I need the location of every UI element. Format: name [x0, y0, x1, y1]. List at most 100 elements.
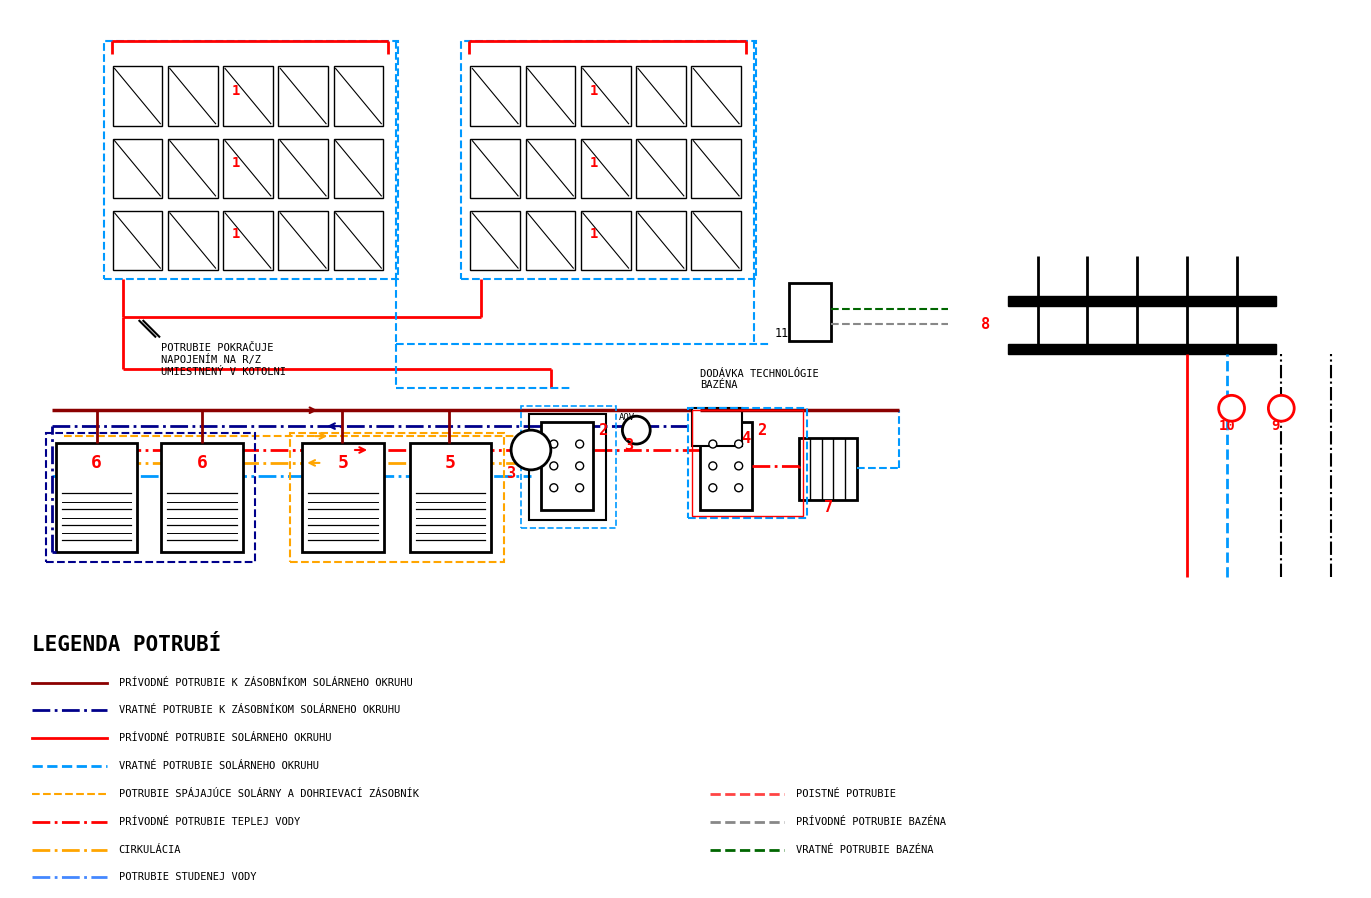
Bar [333, 138, 384, 198]
Circle shape [709, 440, 717, 448]
Bar [525, 66, 576, 126]
Text: 2: 2 [758, 424, 766, 438]
Text: 4: 4 [742, 431, 751, 446]
Circle shape [735, 462, 743, 470]
Text: CIRKULÁCIA: CIRKULÁCIA [118, 844, 181, 855]
Bar [167, 66, 218, 126]
Bar [470, 138, 520, 198]
Circle shape [735, 440, 743, 448]
Bar [521, 406, 617, 527]
Circle shape [735, 484, 743, 492]
Circle shape [550, 462, 558, 470]
Bar [167, 211, 218, 270]
Circle shape [550, 440, 558, 448]
Bar [529, 414, 606, 520]
Bar [1008, 296, 1276, 306]
Bar [47, 433, 255, 562]
Bar [525, 138, 576, 198]
Circle shape [550, 484, 558, 492]
Text: 1: 1 [590, 227, 598, 242]
Bar [104, 40, 398, 279]
Bar [167, 138, 218, 198]
Text: 8: 8 [982, 317, 990, 332]
Bar [581, 138, 631, 198]
Circle shape [709, 462, 717, 470]
Bar [462, 40, 755, 279]
Circle shape [511, 430, 551, 470]
Text: DODÁVKA TECHNOLÓGIE
BAZÉNA: DODÁVKA TECHNOLÓGIE BAZÉNA [701, 368, 818, 390]
Text: 6: 6 [92, 453, 101, 471]
Bar [691, 211, 742, 270]
Bar [636, 211, 686, 270]
Bar [162, 443, 243, 552]
Bar [1008, 344, 1276, 354]
Bar [112, 66, 162, 126]
Text: 11: 11 [775, 327, 788, 339]
Bar [291, 433, 505, 562]
Circle shape [1268, 395, 1294, 421]
Bar [333, 211, 384, 270]
Text: 1: 1 [232, 227, 240, 242]
Text: AOV: AOV [618, 413, 635, 422]
Bar [410, 443, 491, 552]
Text: LEGENDA POTRUBÍ: LEGENDA POTRUBÍ [32, 635, 222, 655]
Text: 7: 7 [824, 499, 832, 515]
Bar [278, 211, 328, 270]
Bar [333, 66, 384, 126]
Bar [692, 409, 742, 446]
Bar [581, 66, 631, 126]
Bar [636, 66, 686, 126]
Bar [223, 138, 273, 198]
Text: POTRUBIE STUDENEJ VODY: POTRUBIE STUDENEJ VODY [118, 872, 256, 883]
Bar [303, 443, 384, 552]
Text: 5: 5 [446, 453, 457, 471]
Circle shape [576, 440, 584, 448]
Circle shape [1219, 395, 1245, 421]
Bar [799, 438, 857, 499]
Bar [223, 66, 273, 126]
Bar [470, 66, 520, 126]
Text: POISTNÉ POTRUBIE: POISTNÉ POTRUBIE [797, 788, 897, 799]
Bar [525, 211, 576, 270]
Bar [636, 138, 686, 198]
Text: 10: 10 [1219, 419, 1235, 433]
Text: 3: 3 [506, 466, 515, 480]
Text: 1: 1 [590, 84, 598, 98]
Text: VRATNÉ POTRUBIE BAZÉNA: VRATNÉ POTRUBIE BAZÉNA [797, 844, 934, 855]
Text: 1: 1 [232, 155, 240, 170]
Bar [278, 66, 328, 126]
Text: PRÍVODNÉ POTRUBIE K ZÁSOBNÍKOM SOLÁRNEHO OKRUHU: PRÍVODNÉ POTRUBIE K ZÁSOBNÍKOM SOLÁRNEHO… [118, 678, 413, 688]
Text: 6: 6 [196, 453, 207, 471]
Text: PRÍVODNÉ POTRUBIE SOLÁRNEHO OKRUHU: PRÍVODNÉ POTRUBIE SOLÁRNEHO OKRUHU [118, 733, 330, 744]
Text: POTRUBIE SPÁJAJÚCE SOLÁRNY A DOHRIEVACÍ ZÁSOBNÍK: POTRUBIE SPÁJAJÚCE SOLÁRNY A DOHRIEVACÍ … [118, 788, 418, 799]
Bar [688, 409, 808, 517]
Text: 5: 5 [337, 453, 348, 471]
Bar [112, 211, 162, 270]
Bar [223, 211, 273, 270]
Circle shape [576, 484, 584, 492]
Text: VRATNÉ POTRUBIE SOLÁRNEHO OKRUHU: VRATNÉ POTRUBIE SOLÁRNEHO OKRUHU [118, 761, 318, 771]
Text: 3: 3 [624, 438, 633, 453]
Text: 2: 2 [599, 424, 607, 438]
Bar [701, 422, 751, 510]
Bar [112, 138, 162, 198]
Text: PRÍVODNÉ POTRUBIE BAZÉNA: PRÍVODNÉ POTRUBIE BAZÉNA [797, 816, 946, 827]
Text: 1: 1 [232, 84, 240, 98]
Bar [691, 66, 742, 126]
Bar [691, 138, 742, 198]
Text: PRÍVODNÉ POTRUBIE TEPLEJ VODY: PRÍVODNÉ POTRUBIE TEPLEJ VODY [118, 816, 300, 827]
Circle shape [709, 484, 717, 492]
Circle shape [576, 462, 584, 470]
Bar [56, 443, 137, 552]
Circle shape [622, 416, 650, 444]
Text: 1: 1 [590, 155, 598, 170]
Text: VRATNÉ POTRUBIE K ZÁSOBNÍKOM SOLÁRNEHO OKRUHU: VRATNÉ POTRUBIE K ZÁSOBNÍKOM SOLÁRNEHO O… [118, 705, 400, 716]
Text: 9: 9 [1271, 419, 1279, 433]
Text: POTRUBIE POKRAČUJE
NAPOJENÍM NA R/Z
UMIESTNENÝ V KOTOLNI: POTRUBIE POKRAČUJE NAPOJENÍM NA R/Z UMIE… [162, 343, 287, 377]
Bar [692, 410, 803, 515]
Bar [542, 422, 592, 510]
Bar [581, 211, 631, 270]
Bar [470, 211, 520, 270]
Bar [278, 138, 328, 198]
Bar [790, 283, 831, 340]
